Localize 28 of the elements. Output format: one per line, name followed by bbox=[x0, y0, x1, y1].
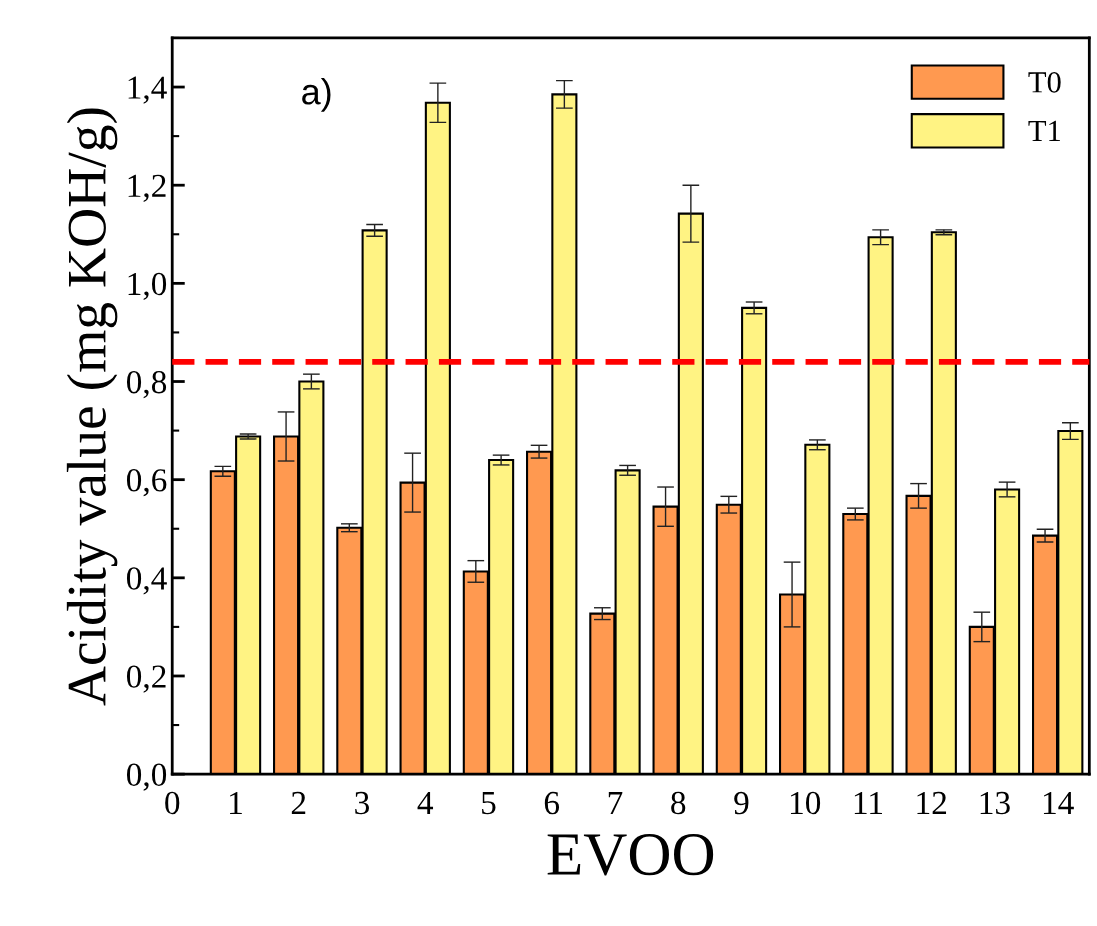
x-tick-label: 7 bbox=[608, 792, 623, 814]
x-tick-label: 14 bbox=[1043, 791, 1074, 814]
x-tick-label: 9 bbox=[734, 791, 749, 815]
x-tick-label: 13 bbox=[980, 791, 1010, 815]
x-tick-label: 8 bbox=[671, 791, 686, 815]
x-tick-label: 3 bbox=[355, 791, 369, 815]
x-tick-label: 5 bbox=[482, 792, 496, 815]
x-axis-title: EVOO bbox=[547, 834, 714, 876]
x-tick-label: 6 bbox=[544, 791, 560, 815]
y-tick-label: 0,8 bbox=[126, 370, 167, 399]
y-tick-label: 1,0 bbox=[128, 272, 167, 301]
y-tick-label: 1,4 bbox=[128, 76, 167, 104]
y-tick-label: 1,2 bbox=[128, 174, 166, 202]
y-tick-label: 0,4 bbox=[126, 567, 167, 595]
y-tick-label: 0,2 bbox=[126, 665, 166, 693]
x-tick-label: 11 bbox=[854, 791, 882, 814]
x-tick-label: 10 bbox=[790, 791, 821, 815]
y-tick-label: 0,6 bbox=[126, 469, 167, 497]
legend-label: T0 bbox=[1028, 72, 1061, 93]
x-tick-label: 0 bbox=[165, 791, 180, 815]
x-tick-label: 2 bbox=[291, 791, 306, 814]
x-tick-label: 4 bbox=[417, 791, 434, 814]
x-tick-label: 12 bbox=[917, 791, 947, 814]
y-tick-label: 0,0 bbox=[126, 763, 167, 791]
y-axis-title: Acidity value (mg KOH/g) bbox=[66, 108, 118, 706]
legend-label: T1 bbox=[1028, 120, 1060, 142]
x-tick-label: 1 bbox=[230, 791, 242, 814]
annotation: a) bbox=[302, 78, 331, 112]
